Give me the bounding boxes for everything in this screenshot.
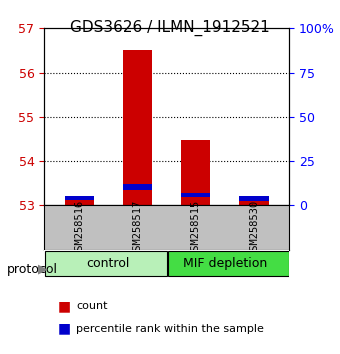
Text: protocol: protocol — [7, 263, 58, 275]
Bar — [181, 140, 210, 205]
Text: GSM258516: GSM258516 — [74, 199, 84, 256]
Bar — [181, 193, 210, 198]
Text: control: control — [87, 257, 130, 270]
Text: GSM258517: GSM258517 — [133, 199, 142, 256]
Bar — [123, 184, 152, 190]
Bar — [239, 196, 269, 201]
FancyBboxPatch shape — [168, 251, 289, 276]
Text: GSM258515: GSM258515 — [191, 199, 201, 256]
FancyBboxPatch shape — [45, 251, 167, 276]
Text: ▶: ▶ — [38, 263, 48, 275]
Text: ■: ■ — [58, 321, 71, 336]
Text: MIF depletion: MIF depletion — [183, 257, 267, 270]
Text: GSM258530: GSM258530 — [249, 199, 259, 256]
Text: GDS3626 / ILMN_1912521: GDS3626 / ILMN_1912521 — [70, 19, 270, 36]
Bar — [65, 196, 94, 205]
Text: count: count — [76, 301, 108, 311]
Text: percentile rank within the sample: percentile rank within the sample — [76, 324, 265, 333]
Bar — [239, 199, 269, 205]
Bar — [65, 196, 94, 200]
Text: ■: ■ — [58, 299, 71, 313]
Bar — [123, 50, 152, 205]
